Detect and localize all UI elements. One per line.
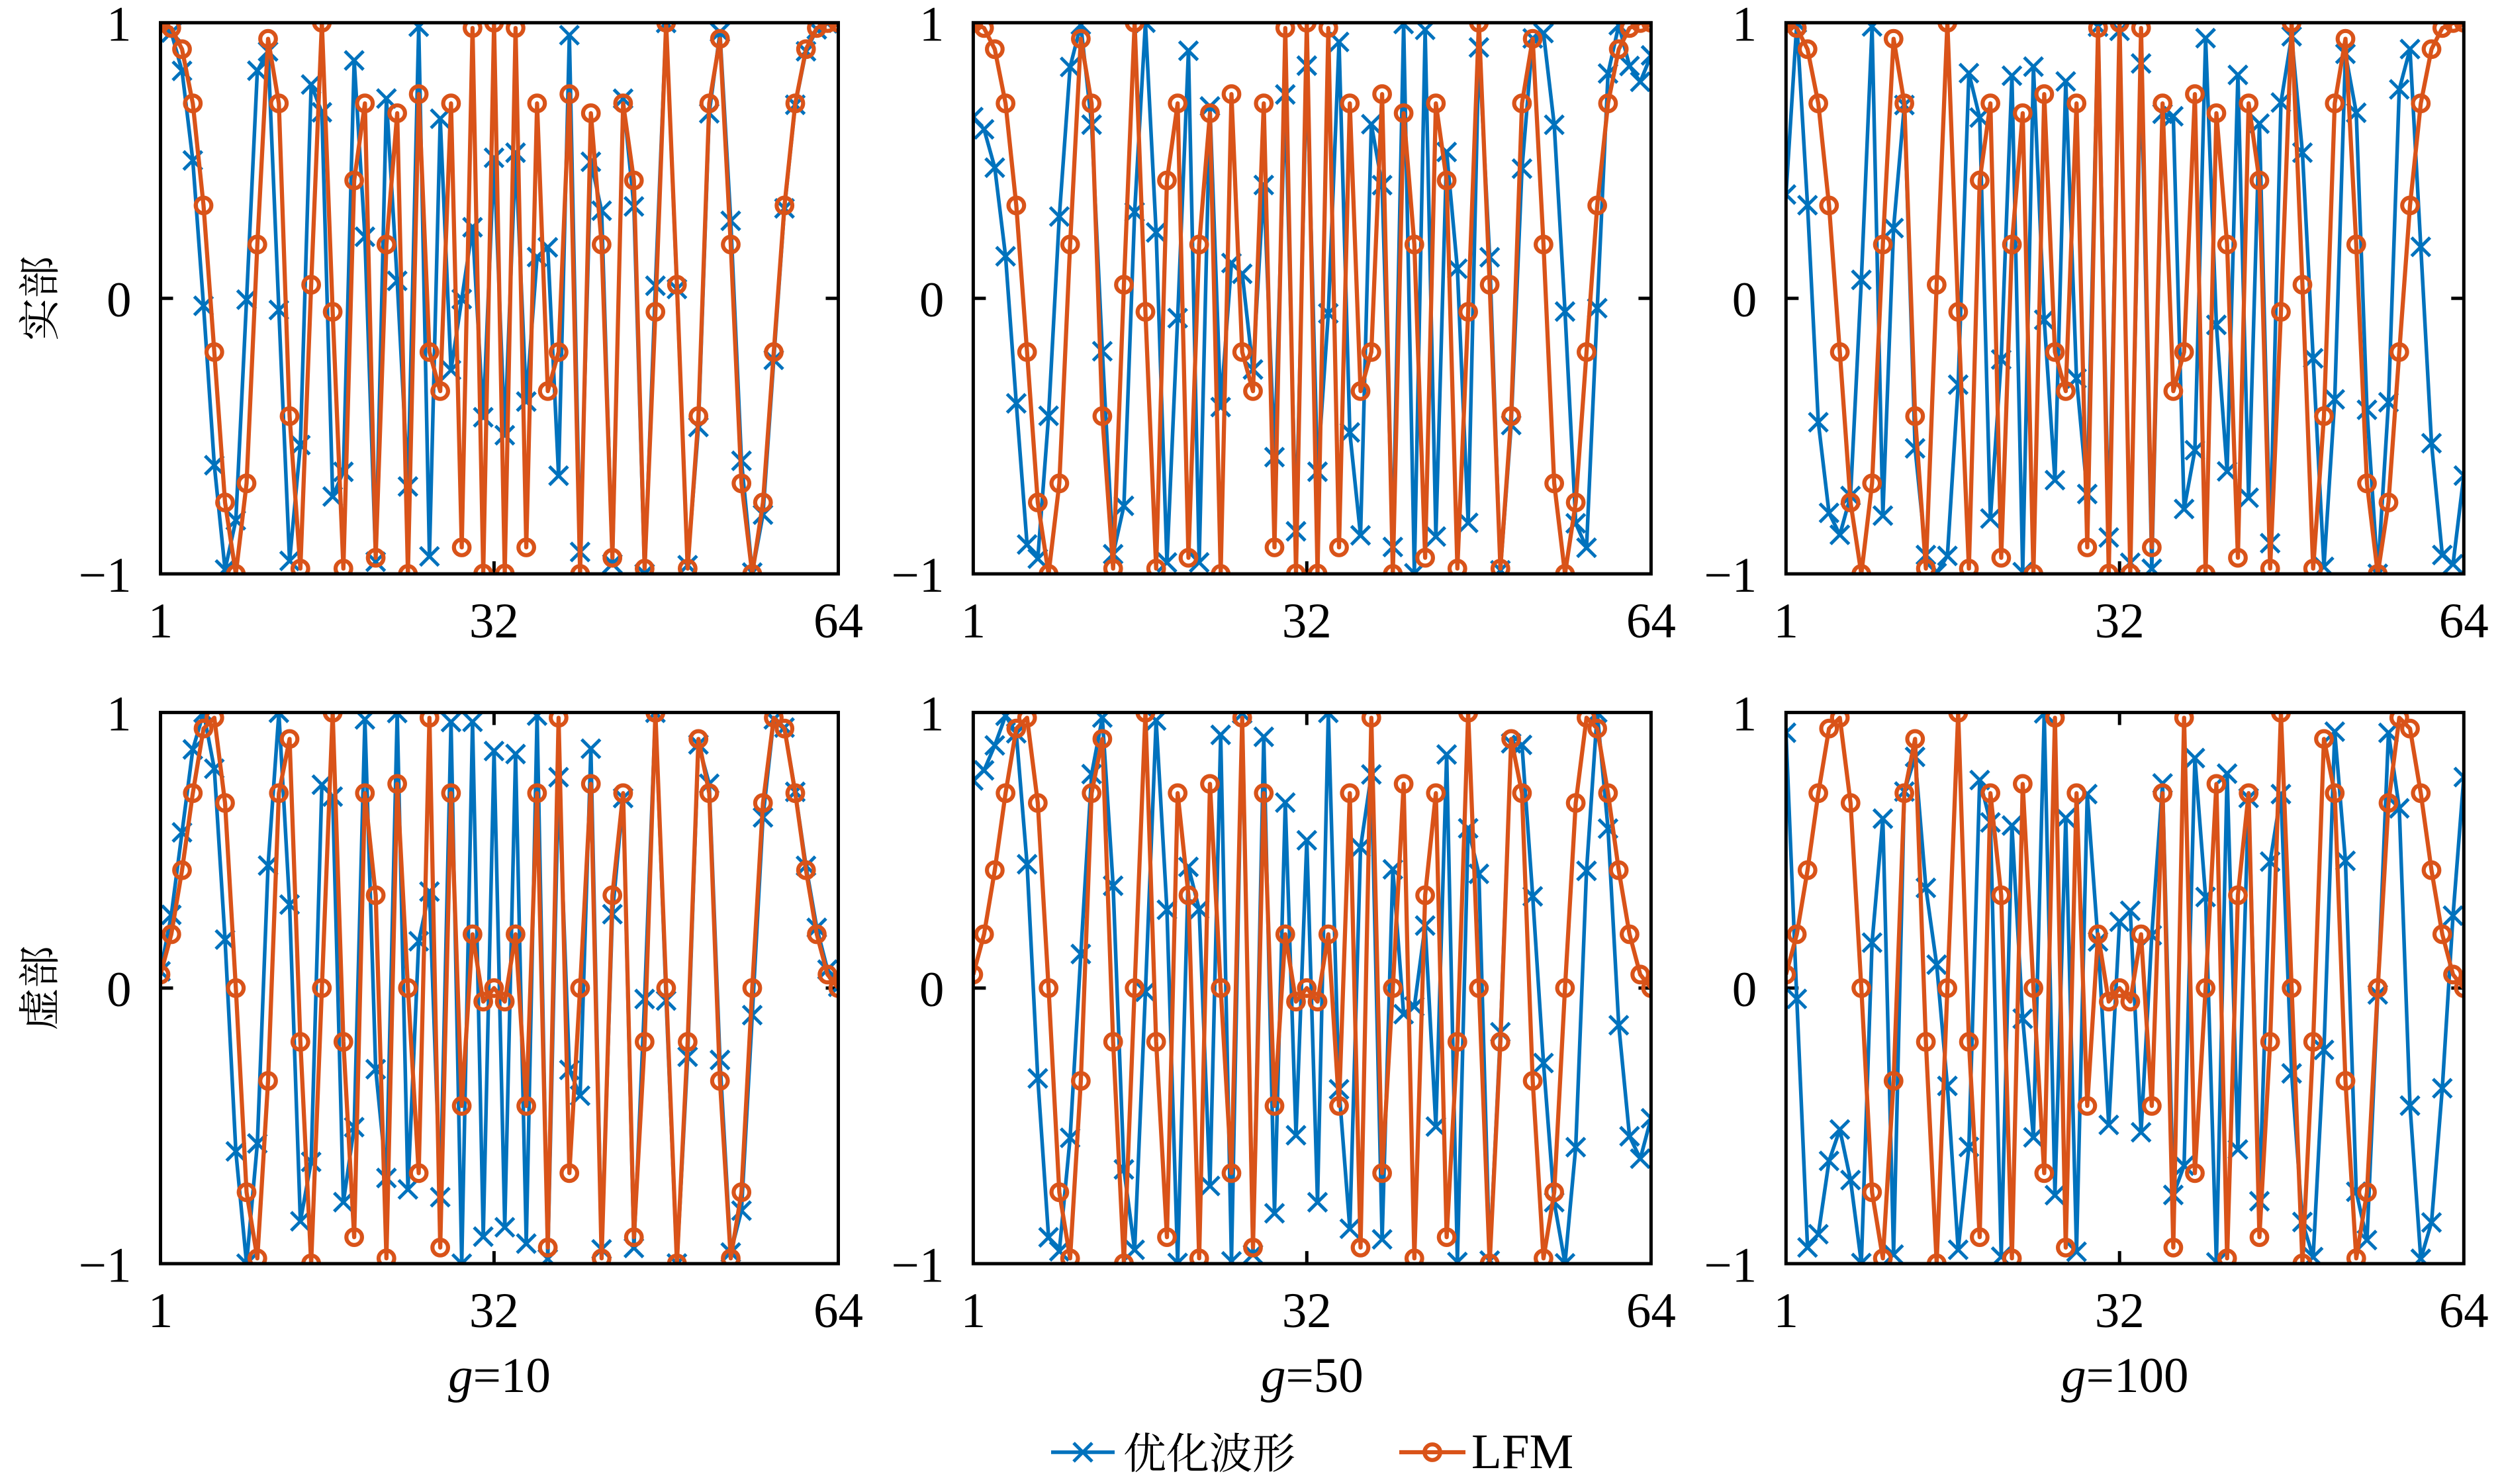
- svg-text:32: 32: [469, 1283, 519, 1338]
- svg-text:−1: −1: [892, 1238, 945, 1293]
- svg-text:1: 1: [1732, 687, 1757, 742]
- svg-text:64: 64: [2439, 594, 2489, 649]
- svg-text:64: 64: [1626, 594, 1676, 649]
- svg-text:1: 1: [107, 0, 132, 52]
- svg-text:0: 0: [1732, 273, 1757, 328]
- svg-text:1: 1: [961, 1283, 986, 1338]
- svg-text:g=10: g=10: [448, 1348, 551, 1403]
- svg-text:64: 64: [1626, 1283, 1676, 1338]
- svg-text:1: 1: [919, 0, 945, 52]
- svg-text:32: 32: [1282, 594, 1332, 649]
- svg-text:−1: −1: [1704, 548, 1757, 603]
- svg-text:1: 1: [919, 687, 945, 742]
- svg-text:−1: −1: [79, 1238, 132, 1293]
- svg-text:0: 0: [919, 273, 945, 328]
- svg-text:0: 0: [107, 962, 132, 1017]
- svg-text:g=50: g=50: [1261, 1348, 1364, 1403]
- svg-text:−1: −1: [79, 548, 132, 603]
- svg-text:1: 1: [1774, 1283, 1799, 1338]
- svg-text:0: 0: [1732, 962, 1757, 1017]
- svg-text:−1: −1: [1704, 1238, 1757, 1293]
- svg-text:64: 64: [813, 1283, 863, 1338]
- svg-text:64: 64: [813, 594, 863, 649]
- svg-text:32: 32: [469, 594, 519, 649]
- svg-text:0: 0: [107, 273, 132, 328]
- svg-text:g=100: g=100: [2061, 1348, 2188, 1403]
- svg-text:LFM: LFM: [1471, 1424, 1573, 1479]
- svg-text:1: 1: [1732, 0, 1757, 52]
- svg-text:0: 0: [919, 962, 945, 1017]
- svg-text:64: 64: [2439, 1283, 2489, 1338]
- svg-text:32: 32: [1282, 1283, 1332, 1338]
- svg-text:1: 1: [148, 1283, 173, 1338]
- svg-text:1: 1: [148, 594, 173, 649]
- svg-text:1: 1: [107, 687, 132, 742]
- svg-text:32: 32: [2095, 1283, 2145, 1338]
- svg-text:1: 1: [1774, 594, 1799, 649]
- svg-text:32: 32: [2095, 594, 2145, 649]
- svg-text:−1: −1: [892, 548, 945, 603]
- svg-text:1: 1: [961, 594, 986, 649]
